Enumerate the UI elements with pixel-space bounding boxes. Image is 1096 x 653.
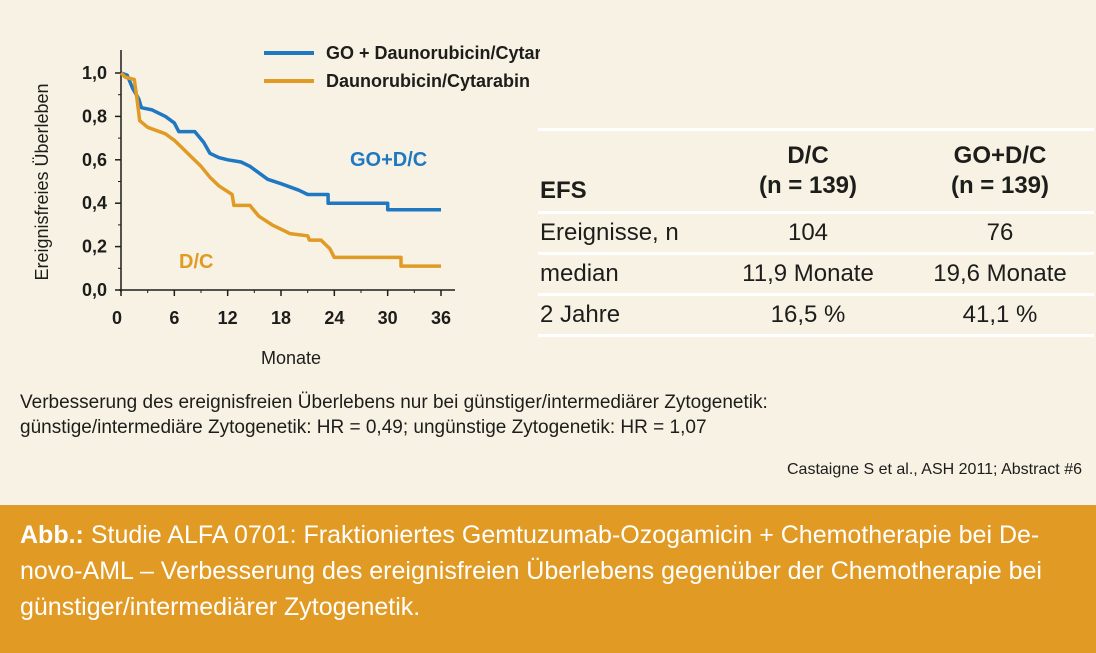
table-cell-godc: 41,1 % [962,301,1038,328]
table-cell-dc: 11,9 Monate [742,260,874,287]
y-tick-label: 0,0 [82,280,107,300]
table-row-label: 2 Jahre [540,301,621,328]
table-row: median 11,9 Monate 19,6 Monate [538,254,1094,295]
efs-row-header: EFS [540,177,587,204]
note-text: Verbesserung des ereignisfreien Überlebe… [20,390,768,440]
x-tick-label: 0 [112,308,122,328]
y-tick-label: 0,6 [82,150,107,170]
legend-label: GO + Daunorubicin/Cytarabin [326,43,540,63]
x-tick-label: 24 [324,308,344,328]
chart-legend: GO + Daunorubicin/Cytarabin Daunorubicin/… [264,43,540,91]
figure-panel: 0,0 0,2 0,4 0,6 0,8 1,0 0 6 12 18 24 30 36 Monate Erei… [20,43,1094,478]
note-line-2: günstige/intermediäre Zytogenetik: HR = … [20,417,707,438]
x-tick-label: 18 [271,308,291,328]
caption-text: Studie ALFA 0701: Fraktioniertes Gemtuzu… [20,521,1042,621]
table-cell-dc: 104 [787,219,829,246]
table-cell-dc: 16,5 % [770,301,846,328]
figure-caption: Abb.: Studie ALFA 0701: Fraktioniertes G… [0,505,1096,653]
table-row-label: median [540,260,619,287]
km-chart: 0,0 0,2 0,4 0,6 0,8 1,0 0 6 12 18 24 30 36 Monate Erei… [32,43,540,368]
x-tick-label: 12 [218,308,238,328]
efs-col-godc: GO+D/C (n = 139) [906,130,1094,213]
caption-label: Abb.: [20,521,84,549]
efs-col-godc-n: (n = 139) [950,172,1050,199]
table-cell-godc: 19,6 Monate [933,260,1067,287]
series-label-dc: D/C [179,251,213,273]
efs-col-dc: D/C (n = 139) [710,130,906,213]
chart-lines [119,71,441,268]
efs-table-header: EFS D/C (n = 139) GO+D/C (n = 139) [538,129,1094,213]
series-line-go-dc [120,71,441,212]
y-tick-label: 0,8 [82,106,107,126]
series-label-go-dc: GO+D/C [350,149,427,171]
y-axis-label: Ereignisfreies Überleben [32,83,52,280]
efs-table: EFS D/C (n = 139) GO+D/C (n = 139) Ereig… [538,128,1094,337]
legend-label: Daunorubicin/Cytarabin [326,71,530,91]
chart-series-labels: GO+D/C D/C [179,149,427,273]
y-tick-label: 0,4 [82,193,107,213]
note-line-1: Verbesserung des ereignisfreien Überlebe… [20,392,768,413]
efs-col-dc-n: (n = 139) [758,172,858,199]
y-tick-label: 1,0 [82,63,107,83]
series-line-dc [119,71,441,268]
x-tick-label: 30 [378,308,398,328]
table-row: 2 Jahre 16,5 % 41,1 % [538,295,1094,336]
chart-axes: 0,0 0,2 0,4 0,6 0,8 1,0 0 6 12 18 24 30 36 Monate Erei… [32,50,455,368]
table-row: Ereignisse, n 104 76 [538,213,1094,254]
table-cell-godc: 76 [986,219,1014,246]
efs-col-dc-name: D/C [787,142,829,169]
x-axis-label: Monate [261,348,321,368]
table-row-label: Ereignisse, n [540,219,679,246]
efs-col-godc-name: GO+D/C [953,142,1047,169]
x-tick-label: 36 [431,308,451,328]
y-tick-label: 0,2 [82,237,107,257]
citation: Castaigne S et al., ASH 2011; Abstract #… [787,461,1082,478]
x-tick-label: 6 [169,308,179,328]
